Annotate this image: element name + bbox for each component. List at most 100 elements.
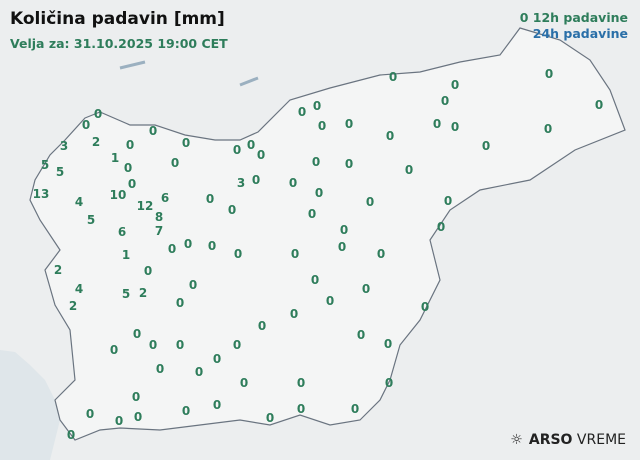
station-value[interactable]: 0: [205, 192, 215, 206]
station-value[interactable]: 12: [136, 199, 154, 213]
station-value[interactable]: 0: [337, 240, 347, 254]
station-value[interactable]: 0: [443, 194, 453, 208]
station-value[interactable]: 0: [155, 362, 165, 376]
station-value[interactable]: 0: [404, 163, 414, 177]
station-value[interactable]: 0: [123, 161, 133, 175]
station-value[interactable]: 0: [246, 138, 256, 152]
station-value[interactable]: 0: [93, 107, 103, 121]
station-value[interactable]: 0: [66, 428, 76, 442]
station-value[interactable]: 0: [170, 156, 180, 170]
station-value[interactable]: 0: [251, 173, 261, 187]
station-value[interactable]: 0: [543, 122, 553, 136]
station-value[interactable]: 2: [68, 299, 78, 313]
station-value[interactable]: 0: [183, 237, 193, 251]
station-value[interactable]: 0: [288, 176, 298, 190]
station-value[interactable]: 0: [127, 177, 137, 191]
station-value[interactable]: 0: [212, 352, 222, 366]
station-value[interactable]: 0: [227, 203, 237, 217]
station-value[interactable]: 0: [256, 148, 266, 162]
station-value[interactable]: 2: [53, 263, 63, 277]
station-value[interactable]: 0: [450, 120, 460, 134]
station-value[interactable]: 0: [376, 247, 386, 261]
station-value[interactable]: 4: [74, 282, 84, 296]
station-value[interactable]: 0: [339, 223, 349, 237]
station-value[interactable]: 0: [383, 337, 393, 351]
station-value[interactable]: 0: [239, 376, 249, 390]
station-value[interactable]: 0: [167, 242, 177, 256]
station-value[interactable]: 0: [317, 119, 327, 133]
station-value[interactable]: 0: [148, 124, 158, 138]
station-value[interactable]: 0: [344, 157, 354, 171]
station-value[interactable]: 0: [175, 338, 185, 352]
station-value[interactable]: 13: [32, 187, 50, 201]
station-value[interactable]: 0: [310, 273, 320, 287]
station-value[interactable]: 6: [117, 225, 127, 239]
station-value[interactable]: 0: [148, 338, 158, 352]
station-value[interactable]: 0: [265, 411, 275, 425]
station-value[interactable]: 0: [114, 414, 124, 428]
station-value[interactable]: 0: [344, 117, 354, 131]
station-value[interactable]: 0: [232, 338, 242, 352]
station-value[interactable]: 0: [311, 155, 321, 169]
station-value[interactable]: 0: [436, 220, 446, 234]
station-value[interactable]: 5: [55, 165, 65, 179]
station-value[interactable]: 0: [297, 105, 307, 119]
station-value[interactable]: 5: [86, 213, 96, 227]
station-value[interactable]: 0: [132, 327, 142, 341]
legend-12h[interactable]: 12h padavine: [532, 10, 628, 25]
station-value[interactable]: 0: [85, 407, 95, 421]
station-value[interactable]: 0: [385, 129, 395, 143]
station-value[interactable]: 1: [110, 151, 120, 165]
station-value[interactable]: 0: [232, 143, 242, 157]
station-value[interactable]: 0: [81, 118, 91, 132]
station-value[interactable]: 0: [194, 365, 204, 379]
station-value[interactable]: 0: [207, 239, 217, 253]
station-value[interactable]: 0: [356, 328, 366, 342]
station-value[interactable]: 0: [296, 376, 306, 390]
station-value[interactable]: 0: [289, 307, 299, 321]
station-value[interactable]: 0: [109, 343, 119, 357]
station-value[interactable]: 0: [450, 78, 460, 92]
legend-24h[interactable]: 24h padavine: [532, 26, 628, 41]
station-value[interactable]: 7: [154, 224, 164, 238]
station-value[interactable]: 0: [181, 136, 191, 150]
station-value[interactable]: 0: [312, 99, 322, 113]
station-value[interactable]: 3: [59, 139, 69, 153]
station-value[interactable]: 5: [40, 158, 50, 172]
station-value[interactable]: 0: [143, 264, 153, 278]
station-value[interactable]: 8: [154, 210, 164, 224]
station-value[interactable]: 0: [212, 398, 222, 412]
station-value[interactable]: 6: [160, 191, 170, 205]
station-value[interactable]: 4: [74, 195, 84, 209]
station-value[interactable]: 0: [544, 67, 554, 81]
station-value[interactable]: 0: [133, 410, 143, 424]
station-value[interactable]: 0: [420, 300, 430, 314]
station-value[interactable]: 0: [188, 278, 198, 292]
station-value[interactable]: 0: [481, 139, 491, 153]
station-value[interactable]: 0: [384, 376, 394, 390]
station-value[interactable]: 2: [138, 286, 148, 300]
station-value[interactable]: 2: [91, 135, 101, 149]
station-value[interactable]: 0: [296, 402, 306, 416]
station-value[interactable]: 0: [181, 404, 191, 418]
station-value[interactable]: 0: [594, 98, 604, 112]
station-value[interactable]: 5: [121, 287, 131, 301]
station-value[interactable]: 0: [325, 294, 335, 308]
station-value[interactable]: 10: [109, 188, 127, 202]
station-value[interactable]: 0: [307, 207, 317, 221]
station-value[interactable]: 0: [175, 296, 185, 310]
station-value[interactable]: 0: [233, 247, 243, 261]
station-value[interactable]: 0: [350, 402, 360, 416]
station-value[interactable]: 0: [314, 186, 324, 200]
station-value[interactable]: 3: [236, 176, 246, 190]
station-value[interactable]: 1: [121, 248, 131, 262]
station-value[interactable]: 0: [290, 247, 300, 261]
station-value[interactable]: 0: [361, 282, 371, 296]
station-value[interactable]: 0: [131, 390, 141, 404]
station-value[interactable]: 0: [388, 70, 398, 84]
station-value[interactable]: 0: [432, 117, 442, 131]
station-value[interactable]: 0: [365, 195, 375, 209]
station-value[interactable]: 0: [440, 94, 450, 108]
station-value[interactable]: 0: [257, 319, 267, 333]
station-value[interactable]: 0: [125, 138, 135, 152]
